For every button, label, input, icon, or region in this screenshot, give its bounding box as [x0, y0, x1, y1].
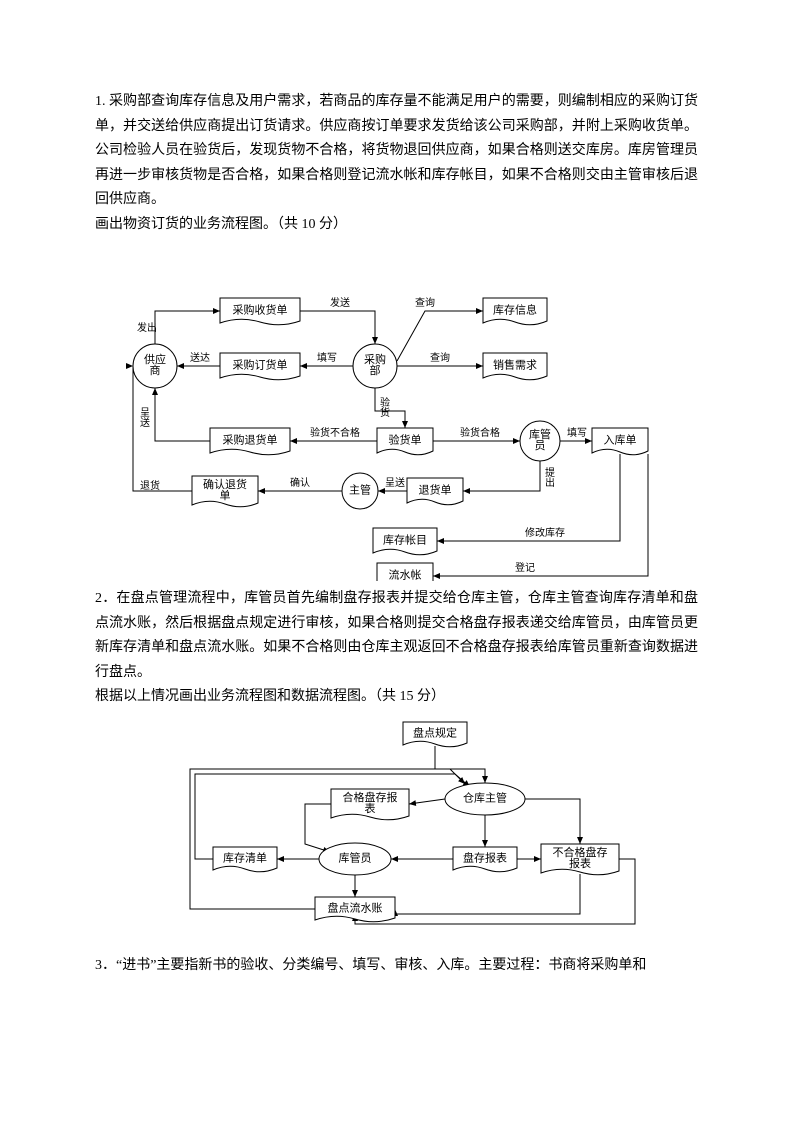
svg-text:销售需求: 销售需求 — [493, 358, 537, 372]
svg-text:盘点流水账: 盘点流水账 — [328, 900, 383, 914]
svg-text:库管: 库管 — [529, 427, 551, 441]
svg-text:盘存报表: 盘存报表 — [463, 850, 507, 864]
svg-text:确认退货: 确认退货 — [203, 477, 247, 491]
svg-text:修改库存: 修改库存 — [525, 526, 565, 539]
svg-text:商: 商 — [150, 363, 161, 377]
svg-text:货: 货 — [380, 406, 390, 419]
svg-text:送达: 送达 — [190, 351, 210, 364]
q2-text: 2．在盘点管理流程中，库管员首先编制盘存报表并提交给仓库主管，仓库主管查询库存清… — [95, 587, 698, 685]
svg-text:退货: 退货 — [140, 479, 160, 492]
svg-text:库管员: 库管员 — [339, 850, 372, 864]
svg-text:查询: 查询 — [415, 296, 435, 309]
svg-text:确认: 确认 — [290, 476, 310, 489]
svg-text:验货合格: 验货合格 — [460, 426, 500, 439]
svg-text:发出: 发出 — [137, 321, 157, 334]
svg-text:退货单: 退货单 — [419, 483, 452, 497]
svg-text:表: 表 — [365, 801, 376, 815]
svg-text:库存帐目: 库存帐目 — [383, 533, 427, 547]
svg-text:供应: 供应 — [144, 352, 166, 366]
svg-text:发送: 发送 — [330, 296, 350, 309]
svg-text:报表: 报表 — [569, 856, 591, 870]
svg-text:验货单: 验货单 — [389, 433, 422, 447]
svg-text:采购订货单: 采购订货单 — [233, 358, 288, 372]
svg-text:采购: 采购 — [364, 352, 386, 366]
svg-text:不合格盘存: 不合格盘存 — [553, 845, 608, 859]
svg-text:验货不合格: 验货不合格 — [310, 426, 360, 439]
svg-text:采购收货单: 采购收货单 — [233, 303, 288, 317]
q1-text: 1. 采购部查询库存信息及用户需求，若商品的库存量不能满足用户的需要，则编制相应… — [95, 90, 698, 213]
svg-text:填写: 填写 — [317, 351, 337, 364]
diagram-2: 盘点规定仓库主管 合格盘存报表不合格盘存报表 盘存报表 库管员 库存清单盘点流水账 — [175, 714, 698, 934]
svg-text:单: 单 — [220, 489, 231, 502]
diagram-1: 发出发送填写送达查询查询验货验货不合格呈送验货合格填写提出呈送确认退货修改库存登… — [95, 241, 698, 581]
svg-text:合格盘存报: 合格盘存报 — [343, 790, 398, 804]
svg-text:库存信息: 库存信息 — [493, 303, 537, 317]
svg-text:出: 出 — [545, 476, 555, 489]
svg-text:盘点规定: 盘点规定 — [413, 725, 457, 739]
svg-text:查询: 查询 — [430, 351, 450, 364]
svg-text:主管: 主管 — [349, 483, 371, 497]
svg-text:部: 部 — [370, 363, 381, 377]
svg-text:员: 员 — [535, 439, 546, 452]
q3-text: 3．“进书”主要指新书的验收、分类编号、填写、审核、入库。主要过程：书商将采购单… — [95, 954, 698, 979]
svg-text:库存清单: 库存清单 — [223, 850, 267, 864]
svg-text:填写: 填写 — [567, 426, 587, 439]
svg-text:采购退货单: 采购退货单 — [223, 433, 278, 447]
svg-text:送: 送 — [140, 416, 150, 429]
q1-caption: 画出物资订货的业务流程图。（共 10 分） — [95, 213, 698, 238]
q2-caption: 根据以上情况画出业务流程图和数据流程图。（共 15 分） — [95, 685, 698, 710]
svg-text:流水帐: 流水帐 — [389, 568, 422, 581]
svg-text:呈送: 呈送 — [385, 476, 405, 489]
svg-text:登记: 登记 — [515, 561, 535, 574]
svg-text:仓库主管: 仓库主管 — [463, 790, 507, 804]
svg-text:入库单: 入库单 — [604, 434, 637, 447]
